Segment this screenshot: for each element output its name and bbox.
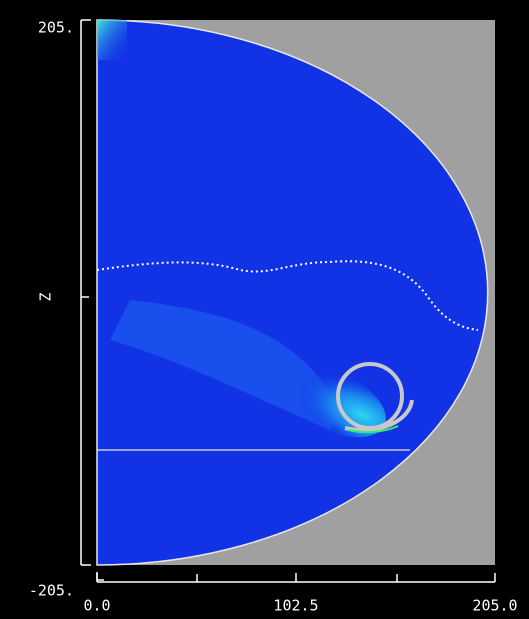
field: [97, 20, 495, 565]
y-axis-label: Z: [37, 292, 55, 301]
y-tick-label: -205.: [29, 582, 74, 600]
x-tick-label: 0.0: [83, 597, 110, 615]
x-tick-label: 205.0: [472, 597, 517, 615]
y-tick-label: 205.: [38, 19, 74, 37]
chart: Z 0.0 102.5 205.0 205. -205.: [0, 0, 529, 619]
x-tick-label: 102.5: [273, 597, 318, 615]
